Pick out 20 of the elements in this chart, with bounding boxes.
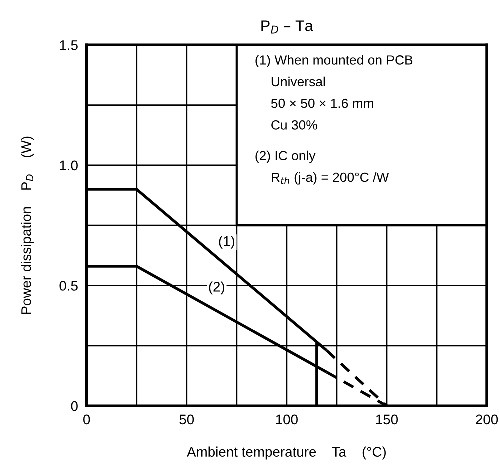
x-tick-label: 200 xyxy=(476,414,498,425)
x-tick-label: 50 xyxy=(180,414,194,425)
chart-title: P$_{D}$ – Ta xyxy=(262,20,314,34)
annotation: (1) When mounted on PCB xyxy=(256,55,413,68)
annotation: Universal xyxy=(272,76,326,87)
x-axis-title: Ambient temperature Ta (°C) xyxy=(187,446,386,460)
text: Power dissipation P$_{D}$ (W) xyxy=(21,136,34,314)
annotation: (1) xyxy=(219,236,235,249)
y-tick-label: 0 xyxy=(71,401,78,412)
y-tick-label: 1.0 xyxy=(60,160,78,171)
annotation: (2) xyxy=(209,282,225,295)
annotation: (2) IC only xyxy=(256,150,316,164)
x-tick-label: 100 xyxy=(276,414,298,425)
annotation: 50 × 50 × 1.6 mm xyxy=(271,98,374,108)
y-tick-label: 0.5 xyxy=(60,281,78,291)
y-tick-label: 1.5 xyxy=(60,40,78,50)
annotation: Cu 30% xyxy=(272,120,318,130)
annotation: R$_{th}$ (j-a) = 200°C /W xyxy=(272,172,390,185)
x-tick-label: 150 xyxy=(376,414,398,425)
x-tick-label: 0 xyxy=(84,414,90,425)
